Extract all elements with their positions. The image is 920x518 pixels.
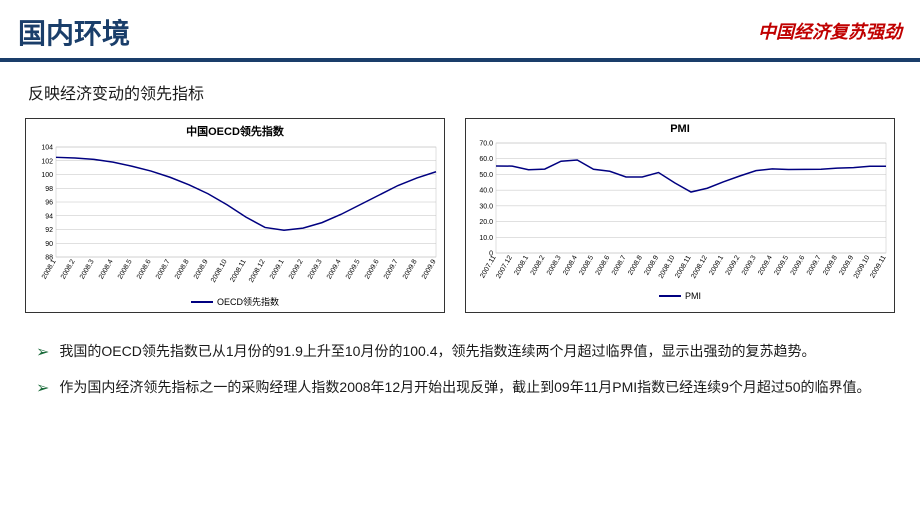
- svg-text:104: 104: [41, 145, 53, 152]
- svg-text:50.0: 50.0: [479, 172, 493, 179]
- svg-text:40.0: 40.0: [479, 188, 493, 195]
- svg-text:2008.5: 2008.5: [578, 254, 595, 276]
- svg-text:2009.4: 2009.4: [757, 254, 774, 276]
- chart-pmi: PMI 010.020.030.040.050.060.070.02007.11…: [465, 118, 895, 313]
- page-subtitle-right: 中国经济复苏强劲: [758, 18, 902, 44]
- svg-text:70.0: 70.0: [479, 141, 493, 148]
- svg-text:2009.2: 2009.2: [288, 258, 305, 280]
- chart-oecd: 中国OECD领先指数 8890929496981001021042008.120…: [25, 118, 445, 313]
- svg-text:2008.12: 2008.12: [690, 254, 709, 280]
- chart-oecd-legend-label: OECD领先指数: [217, 295, 279, 308]
- svg-text:2009.7: 2009.7: [806, 254, 823, 276]
- svg-text:2009.6: 2009.6: [364, 258, 381, 280]
- svg-text:2008.1: 2008.1: [41, 258, 58, 280]
- legend-line-icon: [191, 301, 213, 303]
- bullet-item: ➢ 作为国内经济领先指标之一的采购经理人指数2008年12月开始出现反弹，截止到0…: [36, 377, 890, 401]
- svg-text:2008.9: 2008.9: [193, 258, 210, 280]
- svg-text:92: 92: [45, 227, 53, 234]
- bullet-item: ➢ 我国的OECD领先指数已从1月份的91.9上升至10月份的100.4，领先指数…: [36, 341, 890, 365]
- svg-text:2008.2: 2008.2: [60, 258, 77, 280]
- chart-oecd-legend: OECD领先指数: [26, 293, 444, 312]
- svg-text:2009.8: 2009.8: [402, 258, 419, 280]
- chart-oecd-svg: 8890929496981001021042008.12008.22008.32…: [26, 141, 444, 293]
- svg-text:2009.1: 2009.1: [269, 258, 286, 280]
- svg-text:94: 94: [45, 213, 53, 220]
- svg-text:2009.7: 2009.7: [383, 258, 400, 280]
- svg-text:2008.12: 2008.12: [248, 258, 267, 284]
- svg-text:96: 96: [45, 200, 53, 207]
- svg-text:2008.5: 2008.5: [117, 258, 134, 280]
- svg-text:2008.2: 2008.2: [530, 254, 547, 276]
- svg-text:2008.6: 2008.6: [136, 258, 153, 280]
- svg-text:2008.9: 2008.9: [643, 254, 660, 276]
- svg-text:2008.11: 2008.11: [229, 258, 248, 283]
- svg-text:102: 102: [41, 158, 53, 165]
- svg-text:2008.8: 2008.8: [174, 258, 191, 280]
- svg-text:2009.11: 2009.11: [869, 254, 888, 279]
- svg-text:2009.1: 2009.1: [708, 254, 725, 276]
- svg-text:20.0: 20.0: [479, 219, 493, 226]
- bullet-marker-icon: ➢: [36, 377, 49, 401]
- svg-text:100: 100: [41, 172, 53, 179]
- svg-text:2009.6: 2009.6: [790, 254, 807, 276]
- svg-text:2009.3: 2009.3: [741, 254, 758, 276]
- svg-text:2008.3: 2008.3: [79, 258, 96, 280]
- bullet-text: 我国的OECD领先指数已从1月份的91.9上升至10月份的100.4，领先指数连…: [59, 341, 815, 362]
- svg-text:90: 90: [45, 241, 53, 248]
- svg-text:2008.8: 2008.8: [627, 254, 644, 276]
- svg-text:10.0: 10.0: [479, 235, 493, 242]
- svg-text:60.0: 60.0: [479, 156, 493, 163]
- bullet-marker-icon: ➢: [36, 341, 49, 365]
- svg-text:2009.2: 2009.2: [725, 254, 742, 276]
- svg-text:2008.1: 2008.1: [513, 254, 530, 276]
- svg-text:2008.10: 2008.10: [210, 258, 229, 284]
- svg-text:2008.6: 2008.6: [595, 254, 612, 276]
- svg-text:2009.5: 2009.5: [345, 258, 362, 280]
- section-subtitle: 反映经济变动的领先指标: [0, 62, 920, 118]
- bullet-text: 作为国内经济领先指标之一的采购经理人指数2008年12月开始出现反弹，截止到09…: [59, 377, 870, 398]
- page-title: 国内环境: [18, 12, 130, 52]
- bullet-list: ➢ 我国的OECD领先指数已从1月份的91.9上升至10月份的100.4，领先指数…: [0, 313, 920, 401]
- title-bar: 国内环境 中国经济复苏强劲: [0, 0, 920, 62]
- svg-text:2008.4: 2008.4: [98, 258, 115, 280]
- chart-pmi-svg: 010.020.030.040.050.060.070.02007.112007…: [466, 137, 894, 289]
- svg-text:2007.12: 2007.12: [495, 254, 514, 280]
- svg-text:30.0: 30.0: [479, 203, 493, 210]
- svg-text:2009.9: 2009.9: [421, 258, 438, 280]
- chart-pmi-legend: PMI: [466, 289, 894, 305]
- chart-pmi-title: PMI: [466, 119, 894, 137]
- svg-text:2009.4: 2009.4: [326, 258, 343, 280]
- svg-text:2009.8: 2009.8: [822, 254, 839, 276]
- svg-text:2009.5: 2009.5: [773, 254, 790, 276]
- legend-line-icon: [659, 295, 681, 297]
- svg-text:2008.4: 2008.4: [562, 254, 579, 276]
- chart-oecd-title: 中国OECD领先指数: [26, 119, 444, 141]
- svg-text:2008.7: 2008.7: [611, 254, 628, 276]
- svg-text:2009.3: 2009.3: [307, 258, 324, 280]
- svg-text:2008.3: 2008.3: [546, 254, 563, 276]
- charts-row: 中国OECD领先指数 8890929496981001021042008.120…: [0, 118, 920, 313]
- svg-text:2009.9: 2009.9: [838, 254, 855, 276]
- svg-text:98: 98: [45, 186, 53, 193]
- chart-pmi-legend-label: PMI: [685, 291, 701, 301]
- svg-text:2008.7: 2008.7: [155, 258, 172, 280]
